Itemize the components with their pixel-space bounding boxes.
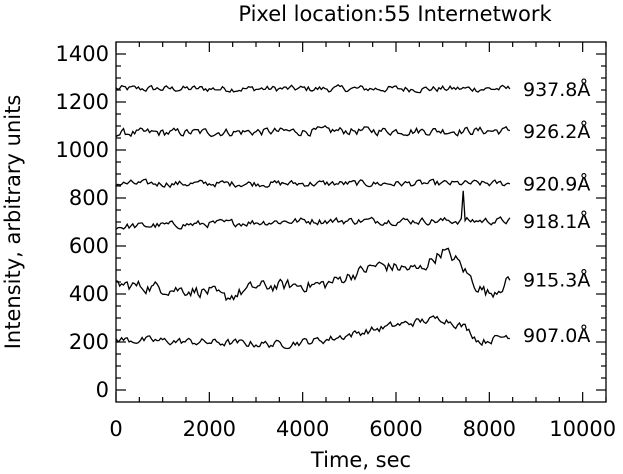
x-axis: 0 2000 4000 6000 8000 10000 bbox=[109, 42, 616, 441]
x-tick-label: 6000 bbox=[369, 417, 422, 441]
series-line-1 bbox=[115, 124, 511, 138]
y-tick-label: 1000 bbox=[56, 138, 109, 162]
series-line-0 bbox=[115, 83, 511, 94]
x-tick-label: 4000 bbox=[276, 417, 329, 441]
series-line-3 bbox=[115, 190, 511, 230]
y-axis-label: Intensity, arbitrary units bbox=[1, 95, 25, 350]
series-line-4 bbox=[115, 247, 511, 302]
y-tick-label: 800 bbox=[69, 186, 109, 210]
y-tick-label: 600 bbox=[69, 234, 109, 258]
y-tick-label: 1400 bbox=[56, 42, 109, 66]
y-tick-label: 400 bbox=[69, 282, 109, 306]
series-label-4: 915.3Å bbox=[523, 269, 590, 292]
y-tick-label: 200 bbox=[69, 330, 109, 354]
series-label-5: 907.0Å bbox=[523, 324, 590, 347]
x-tick-label: 8000 bbox=[463, 417, 516, 441]
x-tick-label: 10000 bbox=[549, 417, 616, 441]
x-tick-label: 0 bbox=[109, 417, 122, 441]
series-label-1: 926.2Å bbox=[523, 120, 590, 143]
x-axis-label: Time, sec bbox=[310, 448, 411, 472]
series-layer: 937.8Å 926.2Å 920.9Å 918.1Å 915.3Å 907.0Å bbox=[115, 78, 590, 350]
series-label-0: 937.8Å bbox=[523, 78, 590, 101]
series-line-5 bbox=[115, 315, 510, 350]
x-tick-label: 2000 bbox=[183, 417, 236, 441]
y-tick-label: 1200 bbox=[56, 90, 109, 114]
series-label-3: 918.1Å bbox=[523, 210, 590, 233]
y-axis: 0 200 400 600 800 1000 1200 1400 bbox=[56, 42, 606, 402]
series-line-2 bbox=[115, 178, 511, 189]
series-label-2: 920.9Å bbox=[523, 173, 590, 196]
y-tick-label: 0 bbox=[96, 378, 109, 402]
chart-title: Pixel location:55 Internetwork bbox=[238, 2, 552, 26]
